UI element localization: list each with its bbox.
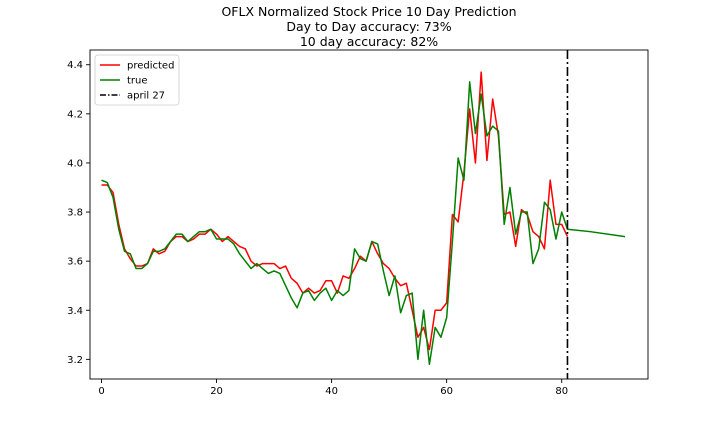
series-line-true — [101, 81, 626, 366]
y-tick-label: 3.6 — [67, 257, 83, 268]
y-tick-label: 4.2 — [67, 109, 83, 120]
chart-subtitle-ten-day: 10 day accuracy: 82% — [300, 34, 438, 49]
chart-subtitle-day-to-day: Day to Day accuracy: 73% — [286, 19, 451, 34]
legend-label-april-27: april 27 — [127, 91, 165, 102]
x-tick-label: 0 — [98, 386, 104, 397]
y-tick-label: 3.8 — [67, 208, 83, 219]
x-tick-label: 40 — [325, 386, 338, 397]
axes-frame — [89, 49, 649, 380]
chart-title: OFLX Normalized Stock Price 10 Day Predi… — [221, 4, 516, 19]
x-tick-label: 80 — [555, 386, 568, 397]
x-tick-label: 60 — [440, 386, 453, 397]
legend-label-predicted: predicted — [127, 61, 174, 72]
plot-area: 0 20 40 60 80 3.2 3.4 3.6 3.8 4.0 4.2 4.4 predicted t… — [67, 49, 649, 397]
series-line-predicted — [101, 71, 569, 351]
y-tick-label: 4.0 — [67, 158, 83, 169]
y-tick-label: 3.2 — [67, 355, 83, 366]
y-tick-label: 3.4 — [67, 306, 83, 317]
legend-box — [94, 54, 180, 106]
legend-label-true: true — [127, 76, 148, 87]
x-tick-label: 20 — [210, 386, 223, 397]
chart-title-group: OFLX Normalized Stock Price 10 Day Predi… — [221, 4, 516, 49]
y-tick-label: 4.4 — [67, 60, 83, 71]
